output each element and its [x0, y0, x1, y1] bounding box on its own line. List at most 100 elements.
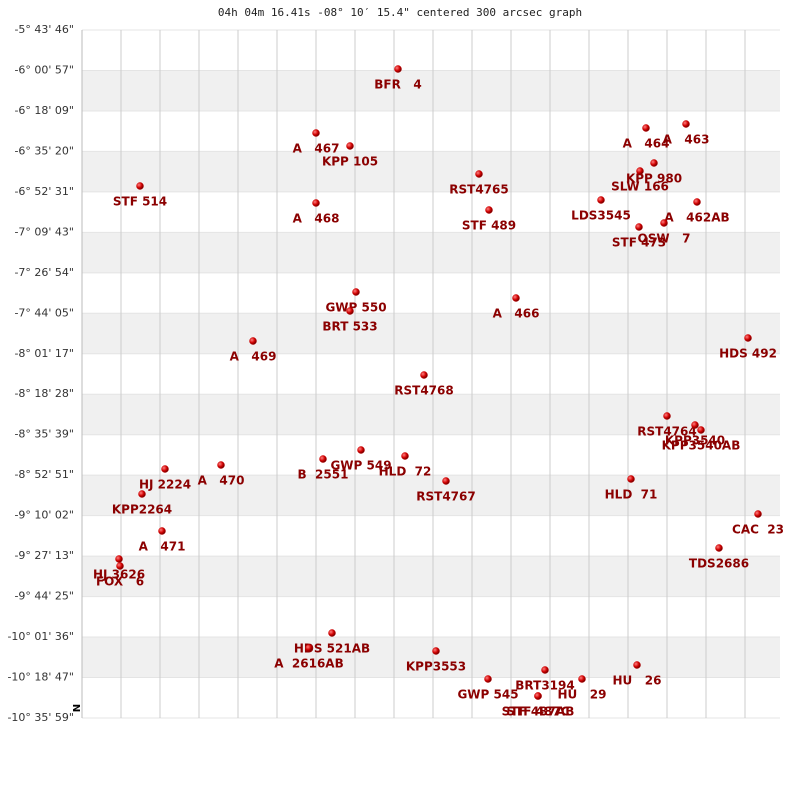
star: [442, 477, 450, 485]
star-label: STF 473: [612, 235, 666, 249]
star-label: A 462AB: [664, 210, 729, 224]
star-label: KPP3553: [406, 659, 466, 673]
star-label: KPP3540AB: [662, 439, 741, 453]
grid-band: [82, 556, 780, 597]
grid-band: [82, 637, 780, 678]
star: [660, 219, 668, 227]
star: [754, 510, 762, 518]
star: [115, 555, 123, 563]
y-tick-label: -5° 43' 46": [14, 23, 74, 36]
y-tick-label: -8° 01' 17": [14, 347, 74, 360]
grid-band: [82, 232, 780, 273]
star: [475, 170, 483, 178]
star-label: LDS3545: [571, 208, 631, 222]
star-label: HLD 72: [379, 465, 432, 479]
star: [249, 337, 257, 345]
star: [138, 490, 146, 498]
star: [346, 307, 354, 315]
star: [627, 475, 635, 483]
star-label: GWP 545: [457, 687, 518, 701]
star: [401, 452, 409, 460]
star: [597, 196, 605, 204]
y-tick-label: -9° 10' 02": [14, 509, 74, 522]
y-tick-label: -7° 44' 05": [14, 306, 74, 319]
star: [697, 426, 705, 434]
star: [217, 461, 225, 469]
star-label: OSW 7: [638, 231, 691, 245]
star: [682, 120, 690, 128]
star: [633, 661, 641, 669]
star-label: BRT3194: [515, 678, 574, 692]
y-tick-label: -8° 52' 51": [14, 468, 74, 481]
star-label: A 469: [230, 350, 277, 364]
star-label: CAC 23: [732, 523, 784, 537]
star-label: RST4764: [637, 425, 696, 439]
star-label: RST4767: [416, 490, 475, 504]
y-tick-label: -6° 00' 57": [14, 63, 74, 76]
star: [485, 206, 493, 214]
star-label: FOX 6: [96, 574, 144, 588]
star-label: STF 489: [462, 218, 516, 232]
star: [312, 129, 320, 137]
star: [312, 199, 320, 207]
star-label: HU 29: [557, 687, 606, 701]
star: [636, 167, 644, 175]
star-label: HJ 2224: [139, 478, 191, 492]
north-label: N: [70, 704, 81, 712]
star: [744, 334, 752, 342]
star: [394, 65, 402, 73]
star-label: A 468: [293, 211, 340, 225]
star: [512, 294, 520, 302]
star-label: STF 487C: [506, 705, 569, 719]
star-label: KPP 105: [322, 154, 378, 168]
star-label: STF 487AB: [502, 705, 575, 719]
grid-band: [82, 151, 780, 192]
star-label: HDS 492: [719, 346, 777, 360]
star: [136, 182, 144, 190]
star-label: HLD 71: [605, 488, 658, 502]
y-tick-label: -9° 44' 25": [14, 590, 74, 603]
star-label: HJ 3626: [93, 567, 145, 581]
star: [328, 629, 336, 637]
star: [642, 124, 650, 132]
star: [357, 446, 365, 454]
star-label: RST4765: [449, 182, 508, 196]
star: [693, 198, 701, 206]
y-tick-label: -7° 09' 43": [14, 225, 74, 238]
y-tick-label: -6° 52' 31": [14, 185, 74, 198]
star: [534, 692, 542, 700]
star: [691, 421, 699, 429]
star-label: GWP 549: [330, 459, 391, 473]
star: [161, 465, 169, 473]
star-label: SLW 166: [611, 179, 669, 193]
star: [346, 142, 354, 150]
star: [635, 223, 643, 231]
y-tick-label: -10° 18' 47": [7, 671, 74, 684]
grid-band: [82, 70, 780, 111]
star-label: A 463: [663, 132, 710, 146]
star-label: A 2616AB: [274, 657, 343, 671]
chart-title: 04h 04m 16.41s -08° 10′ 15.4" centered 3…: [218, 6, 582, 19]
star-label: A 470: [198, 474, 245, 488]
star: [158, 527, 166, 535]
star: [420, 371, 428, 379]
star-label: RST4768: [394, 384, 453, 398]
star: [578, 675, 586, 683]
grid-band: [82, 313, 780, 354]
star-label: TDS2686: [689, 557, 749, 571]
y-tick-label: -8° 35' 39": [14, 428, 74, 441]
star: [650, 159, 658, 167]
star: [352, 288, 360, 296]
star-label: KPP 980: [626, 172, 682, 186]
star: [715, 544, 723, 552]
y-tick-label: -6° 35' 20": [14, 144, 74, 157]
y-tick-label: -8° 18' 28": [14, 387, 74, 400]
star: [319, 455, 327, 463]
star-label: A 466: [493, 307, 540, 321]
star: [484, 675, 492, 683]
star-label: HDS 521AB: [294, 642, 370, 656]
y-tick-label: -9° 27' 13": [14, 549, 74, 562]
y-tick-label: -10° 01' 36": [7, 630, 74, 643]
star: [116, 562, 124, 570]
